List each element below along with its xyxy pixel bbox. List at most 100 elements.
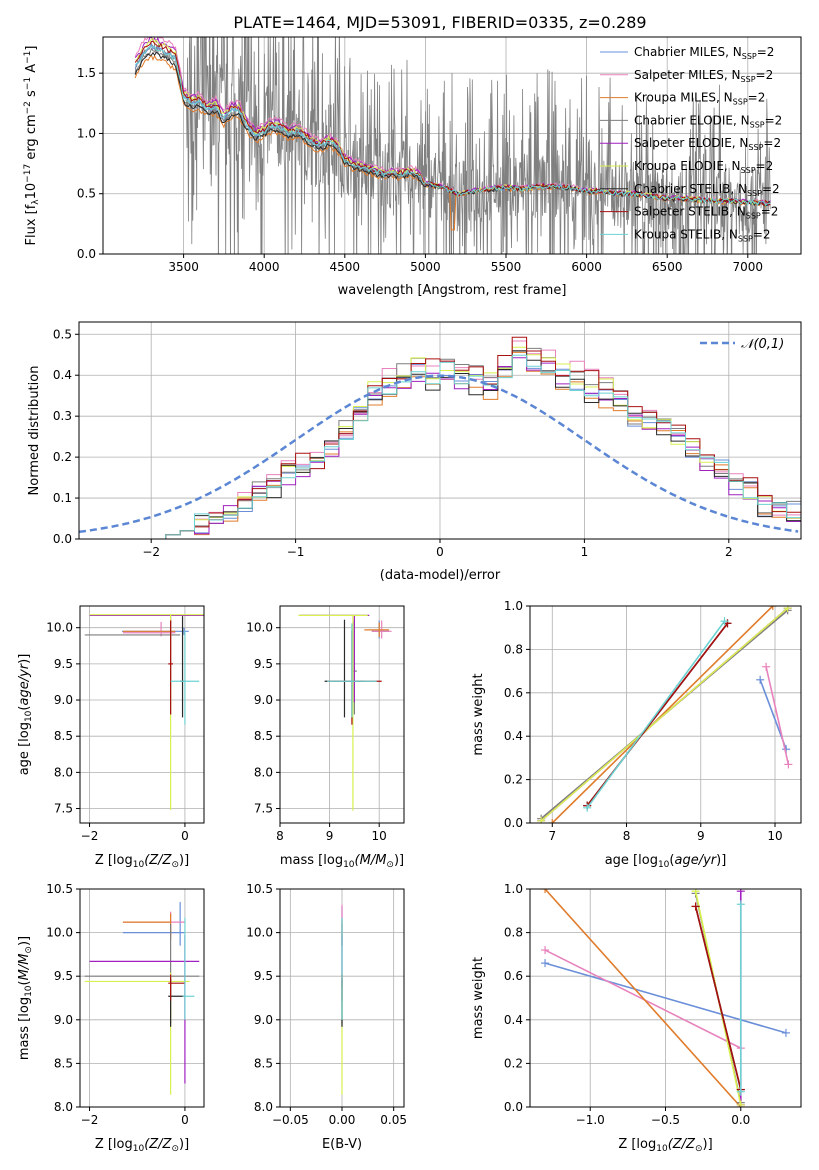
spectrum-panel: 3500 4000 4500 5000 5500 6000 6500 7000 0.0 0.5 1.… [23,36,802,298]
x-tick-label: 5000 [410,260,441,274]
x-tick-label: 0 [436,545,444,559]
x-tick-label: 9 [697,829,705,843]
plot-area [84,614,204,810]
weight-line [765,666,790,765]
y-tick-label: 0.0 [77,247,96,261]
weight-line [551,606,774,823]
x-tick-label: 0 [181,1113,189,1127]
mass-vs-extinction-panel: −0.05 0.00 0.05 8.0 8.5 9.0 9.5 10.0 10.5 E(B-V) [246,882,407,1152]
model-line-8 [134,46,771,207]
x-tick-label: 8 [276,829,284,843]
axes-frame [529,605,802,824]
y-axis-label: mass weight [471,673,486,755]
axes-frame [79,605,205,824]
legend-entry: Kroupa STELIB, NSSP=2 [634,227,771,243]
y-tick-label: 0.6 [504,969,523,983]
y-tick-label: 9.5 [54,657,73,671]
y-tick-label: 10.0 [246,926,273,940]
x-axis-label: mass [log10(M/M⊙)] [280,853,404,870]
axes-frame [79,888,205,1108]
y-axis-label: Flux [fλ10−17 erg cm−2 s−1 A−1] [23,46,41,246]
plot-area [537,606,793,823]
x-tick-label: 7000 [733,260,764,274]
y-tick-label: 1.5 [77,66,96,80]
model-line-6 [134,51,771,207]
y-tick-label: 8.5 [254,1056,273,1070]
x-axis-label: E(B-V) [322,1137,362,1152]
x-tick-label: 9 [326,829,334,843]
y-tick-label: 0.8 [504,926,523,940]
x-tick-label: 10 [372,829,387,843]
x-tick-label: 2 [725,545,733,559]
y-tick-label: 8.0 [54,1100,73,1114]
y-axis-label: mass [log10(M/M⊙)] [17,936,34,1060]
plot-area [84,902,200,1095]
legend-entry: Chabrier MILES, NSSP=2 [634,45,774,61]
plot-area [134,37,771,254]
legend-entry: Salpeter ELODIE, NSSP=2 [634,136,781,152]
legend-entry: Salpeter STELIB, NSSP=2 [634,205,778,221]
y-axis-label: age [log10(age/yr)] [17,654,34,776]
weight-vs-metallicity-panel: −1.0 −0.5 0.0 0.0 0.2 0.4 0.6 0.8 1.0 Z [log10(Z/… [471,882,802,1154]
y-tick-label: 9.5 [254,657,273,671]
x-tick-label: −1.0 [576,1113,605,1127]
plot-area [79,336,801,539]
y-tick-label: 1.0 [77,126,96,140]
y-tick-label: 0.6 [504,686,523,700]
y-tick-label: 10.0 [46,926,73,940]
y-tick-label: 9.5 [254,969,273,983]
x-tick-label: −2 [142,545,160,559]
y-tick-label: 0.0 [53,532,72,546]
weight-line [544,962,787,1034]
legend-entry: Salpeter MILES, NSSP=2 [634,68,773,84]
weight-line [586,620,726,809]
x-tick-label: 0.05 [380,1113,407,1127]
data-spectrum-line [134,37,771,254]
figure-title: PLATE=1464, MJD=53091, FIBERID=0335, z=0… [233,13,646,32]
axes-frame [279,605,405,824]
y-tick-label: 9.5 [54,969,73,983]
y-axis-label: mass weight [471,957,486,1039]
x-tick-label: 5500 [491,260,522,274]
x-axis-label: (data-model)/error [380,568,501,583]
y-axis-label: Normed distribution [27,366,42,496]
x-tick-label: 10 [767,829,782,843]
y-tick-label: 8.0 [254,765,273,779]
y-tick-label: 0.8 [504,642,523,656]
y-tick-label: 8.0 [54,765,73,779]
y-tick-label: 10.0 [46,621,73,635]
y-tick-label: 8.5 [54,1056,73,1070]
plot-area [298,614,392,811]
x-tick-label: −2 [81,1113,99,1127]
x-tick-label: −0.5 [651,1113,680,1127]
weight-vs-age-panel: 7 8 9 10 0.0 0.2 0.4 0.6 0.8 1.0 age [log10(age/yr… [471,599,802,870]
weight-line [694,906,742,1090]
y-tick-label: 1.0 [504,599,523,613]
y-tick-label: 0.0 [504,816,523,830]
x-tick-label: −1 [287,545,305,559]
x-tick-label: 3500 [168,260,199,274]
mass-vs-metallicity-panel: −2 0 8.0 8.5 9.0 9.5 10.0 10.5 Z [log10(Z/Z⊙)] ma… [17,882,205,1154]
y-tick-label: 0.5 [53,327,72,341]
y-tick-label: 0.0 [504,1100,523,1114]
y-tick-label: 0.4 [504,729,523,743]
legend-entry: Chabrier ELODIE, NSSP=2 [634,113,782,129]
weight-line [540,607,789,822]
x-tick-label: −0.05 [272,1113,309,1127]
x-axis-label: age [log10(age/yr)] [605,853,727,870]
axes-frame [102,36,802,255]
legend-entry: Kroupa ELODIE, NSSP=2 [634,159,773,175]
y-tick-label: 1.0 [504,882,523,896]
y-tick-label: 0.5 [77,187,96,201]
x-tick-label: −2 [81,829,99,843]
residuals-panel: −2 −1 0 1 2 0.0 0.1 0.2 0.3 0.4 0.5 (data-model)/er… [27,321,802,583]
x-tick-label: 0.0 [731,1113,750,1127]
y-tick-label: 0.2 [504,773,523,787]
x-tick-label: 0 [181,829,189,843]
y-tick-label: 9.0 [254,1013,273,1027]
normal-curve [79,374,799,534]
legend-entry: 𝒩(0,1) [741,337,784,352]
histogram-step-2 [79,351,801,539]
x-tick-label: 8 [623,829,631,843]
histogram-step-4 [79,357,801,539]
